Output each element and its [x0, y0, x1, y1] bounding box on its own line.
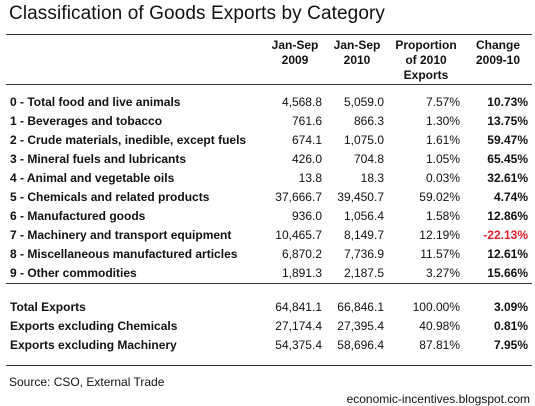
column-header: Jan-Sep 2009: [264, 36, 326, 85]
table-row: 0 - Total food and live animals 4,568.8 5,…: [6, 93, 532, 112]
change-2009-10: 13.75%: [487, 114, 528, 128]
share-2010: 1.05%: [425, 152, 460, 166]
row-label: 5 - Chemicals and related products: [10, 190, 210, 204]
value-2009: 64,841.1: [275, 300, 322, 314]
row-label: 8 - Miscellaneous manufactured articles: [10, 247, 238, 261]
change-2009-10: 59.47%: [487, 133, 528, 147]
row-label: 7 - Machinery and transport equipment: [10, 228, 232, 242]
column-header: Jan-Sep 2010: [326, 36, 388, 85]
value-2009: 674.1: [291, 133, 322, 147]
share-2010: 7.57%: [425, 95, 460, 109]
row-label: Exports excluding Chemicals: [10, 319, 178, 333]
row-label: 9 - Other commodities: [6, 264, 264, 284]
value-2010: 5,059.0: [343, 95, 384, 109]
share-2010: 100.00%: [412, 300, 460, 314]
value-2010: 66,846.1: [337, 300, 384, 314]
share-2010: 59.02%: [419, 190, 460, 204]
table-spacer: [6, 85, 532, 94]
table-body: 0 - Total food and live animals 4,568.8 5,…: [6, 85, 532, 366]
value-2010: 27,395.4: [337, 319, 384, 333]
change-2009-10: 32.61%: [487, 171, 528, 185]
table-row: 8 - Miscellaneous manufactured articles 6…: [6, 245, 532, 264]
table-row: Exports excluding Chemicals 27,174.4 27,39…: [6, 317, 532, 336]
column-header: Proportion of 2010 Exports: [388, 36, 464, 85]
table-header-row: Jan-Sep 2009 Jan-Sep 2010 Proportion of …: [6, 36, 532, 85]
share-2010: 1.30%: [425, 114, 460, 128]
table-row: 9 - Other commodities 1,891.3 2,187.5 3.27%…: [6, 264, 532, 284]
value-2010: 2,187.5: [326, 264, 388, 284]
change-2009-10: 12.86%: [487, 209, 528, 223]
value-2010: 1,075.0: [343, 133, 384, 147]
change-2009-10: 0.81%: [493, 319, 528, 333]
row-label: 1 - Beverages and tobacco: [10, 114, 163, 128]
value-2009: 27,174.4: [275, 319, 322, 333]
table-row: Total Exports 64,841.1 66,846.1 100.00% 3.09…: [6, 298, 532, 317]
share-2010: 1.58%: [425, 209, 460, 223]
table-row: 1 - Beverages and tobacco 761.6 866.3 1.30%…: [6, 112, 532, 131]
top-rule: [6, 34, 532, 35]
share-2010: 12.19%: [419, 228, 460, 242]
change-2009-10: 12.61%: [487, 247, 528, 261]
share-2010: 11.57%: [420, 247, 460, 261]
row-label: 3 - Mineral fuels and lubricants: [10, 152, 187, 166]
change-2009-10: 7.95%: [493, 338, 528, 352]
row-label: 0 - Total food and live animals: [10, 95, 181, 109]
change-2009-10: 15.66%: [464, 264, 532, 284]
value-2009: 6,870.2: [281, 247, 322, 261]
value-2009: 54,375.4: [275, 338, 322, 352]
row-label: 2 - Crude materials, inedible, except fu…: [10, 133, 247, 147]
value-2009: 761.6: [291, 114, 322, 128]
chart-title: Classification of Goods Exports by Categ…: [9, 3, 386, 24]
table-row: 2 - Crude materials, inedible, except fu…: [6, 131, 532, 150]
table-bottom-rule: [6, 355, 532, 366]
value-2009: 1,891.3: [264, 264, 326, 284]
table-row: 5 - Chemicals and related products 37,666…: [6, 188, 532, 207]
share-2010: 87.81%: [419, 338, 460, 352]
value-2009: 426.0: [291, 152, 322, 166]
column-header: Change 2009-10: [464, 36, 532, 85]
table-row: 4 - Animal and vegetable oils 13.8 18.3 0.0…: [6, 169, 532, 188]
column-header: [6, 36, 264, 85]
value-2009: 4,568.8: [281, 95, 322, 109]
change-2009-10: 10.73%: [487, 95, 528, 109]
value-2010: 39,450.7: [337, 190, 384, 204]
value-2010: 704.8: [353, 152, 384, 166]
change-2009-10: -22.13%: [483, 228, 528, 242]
value-2010: 18.3: [360, 171, 384, 185]
share-2010: 3.27%: [388, 264, 464, 284]
value-2009: 37,666.7: [275, 190, 322, 204]
share-2010: 0.03%: [425, 171, 460, 185]
value-2010: 7,736.9: [343, 247, 384, 261]
value-2009: 10,465.7: [275, 228, 322, 242]
share-2010: 40.98%: [419, 319, 460, 333]
source-note: Source: CSO, External Trade: [9, 375, 165, 389]
value-2009: 13.8: [298, 171, 322, 185]
table-row: 3 - Mineral fuels and lubricants 426.0 704…: [6, 150, 532, 169]
row-label: Total Exports: [10, 300, 86, 314]
row-label: 6 - Manufactured goods: [10, 209, 146, 223]
share-2010: 1.61%: [425, 133, 460, 147]
change-2009-10: 4.74%: [493, 190, 528, 204]
value-2009: 936.0: [291, 209, 322, 223]
exports-table: Jan-Sep 2009 Jan-Sep 2010 Proportion of …: [6, 36, 532, 366]
table-row: 7 - Machinery and transport equipment 10,…: [6, 226, 532, 245]
value-2010: 866.3: [353, 114, 384, 128]
change-2009-10: 3.09%: [493, 300, 528, 314]
table-row: 6 - Manufactured goods 936.0 1,056.4 1.58% 1…: [6, 207, 532, 226]
table-gap: [6, 284, 532, 299]
value-2010: 58,696.4: [337, 338, 384, 352]
change-2009-10: 65.45%: [487, 152, 528, 166]
value-2010: 1,056.4: [343, 209, 384, 223]
blog-credit: economic-incentives.blogspot.com: [346, 392, 530, 406]
row-label: Exports excluding Machinery: [10, 338, 177, 352]
row-label: 4 - Animal and vegetable oils: [10, 171, 175, 185]
value-2010: 8,149.7: [343, 228, 384, 242]
table-row: Exports excluding Machinery 54,375.4 58,69…: [6, 336, 532, 355]
